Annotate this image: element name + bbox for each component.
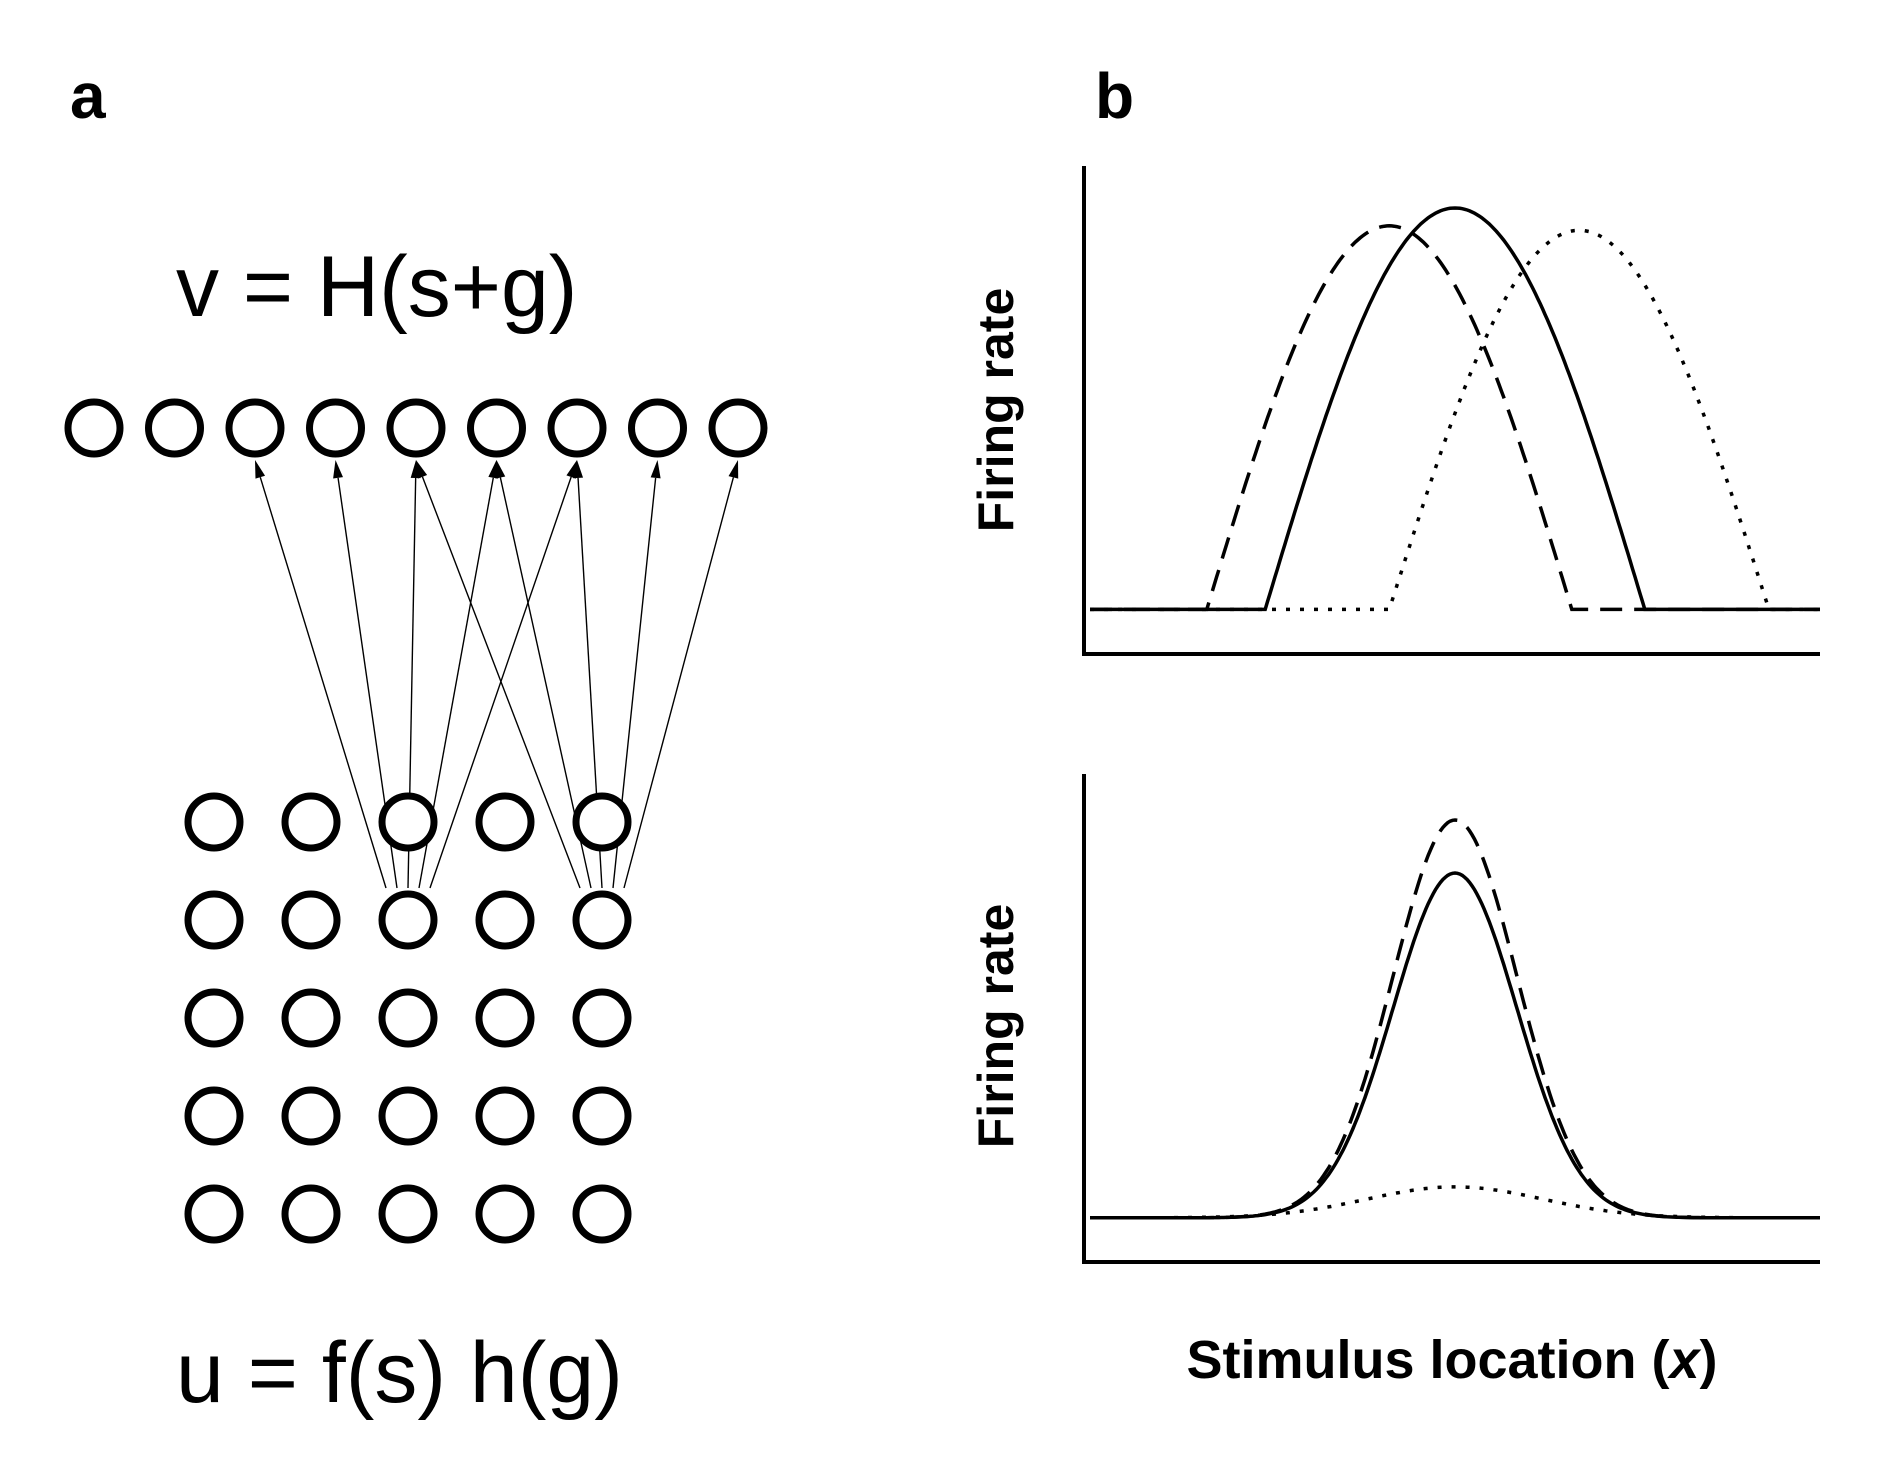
input-neuron-r0-c1 xyxy=(281,792,341,852)
output-neuron-5 xyxy=(467,398,526,458)
input-neuron-r2-c4 xyxy=(572,988,632,1048)
curve-dashed xyxy=(1090,818,1820,1220)
input-neuron-r3-c3 xyxy=(475,1086,535,1146)
output-neuron-6 xyxy=(547,398,607,458)
input-neuron-r2-c1 xyxy=(281,988,341,1048)
chart-bottom-ylabel: Firing rate xyxy=(968,904,1024,1148)
output-neuron-0 xyxy=(64,398,124,458)
curve-solid xyxy=(1090,871,1820,1220)
output-neuron-4 xyxy=(386,398,446,458)
xlabel-var: x xyxy=(1667,1330,1702,1390)
curve-dotted xyxy=(1090,228,1820,612)
output-neuron-2 xyxy=(225,398,285,458)
curve-dashed xyxy=(1090,224,1820,612)
output-layer xyxy=(64,398,768,458)
input-neuron-r1-c2 xyxy=(378,890,438,950)
input-neuron-r1-c1 xyxy=(281,890,341,950)
chart-bottom-axes xyxy=(1082,774,1820,1264)
connection-arrow xyxy=(255,460,387,889)
input-neuron-r0-c2 xyxy=(378,792,438,852)
panel-a-label: a xyxy=(70,60,106,132)
input-neuron-r2-c3 xyxy=(475,988,535,1048)
connection-arrow xyxy=(623,460,739,889)
xlabel-prefix: Stimulus location ( xyxy=(1186,1330,1669,1390)
curve-solid xyxy=(1090,206,1820,612)
chart-top-axes xyxy=(1082,166,1820,656)
output-neuron-7 xyxy=(628,398,687,458)
input-neuron-r4-c2 xyxy=(378,1184,438,1244)
input-neuron-r1-c4 xyxy=(572,890,632,950)
input-neuron-r0-c0 xyxy=(184,792,244,852)
panel-b-label: b xyxy=(1095,60,1134,132)
input-neuron-r4-c1 xyxy=(281,1184,341,1244)
input-neuron-r4-c0 xyxy=(184,1184,244,1244)
xlabel-suffix: ) xyxy=(1700,1330,1718,1390)
chart-top: Firing rate xyxy=(968,166,1820,656)
chart-bottom: Firing rate xyxy=(968,774,1820,1264)
input-neuron-r3-c1 xyxy=(281,1086,341,1146)
input-neuron-r3-c4 xyxy=(572,1086,632,1146)
bottom-equation: u = f(s) h(g) xyxy=(176,1325,623,1421)
input-neuron-r0-c4 xyxy=(572,792,632,852)
chart-top-curves xyxy=(1090,206,1820,612)
curve-dotted xyxy=(1090,1185,1820,1220)
output-neuron-8 xyxy=(708,398,768,458)
top-equation: v = H(s+g) xyxy=(176,239,577,335)
connection-arrow xyxy=(416,460,581,889)
input-neuron-r1-c3 xyxy=(475,890,535,950)
output-neuron-1 xyxy=(145,398,204,458)
chart-xlabel: Stimulus location (x) xyxy=(1186,1330,1717,1390)
output-neuron-3 xyxy=(306,398,365,458)
input-neuron-r3-c0 xyxy=(184,1086,244,1146)
chart-bottom-curves xyxy=(1090,818,1820,1220)
input-neuron-r2-c2 xyxy=(378,988,438,1048)
input-grid xyxy=(184,792,632,1244)
input-neuron-r2-c0 xyxy=(184,988,244,1048)
input-neuron-r3-c2 xyxy=(378,1086,438,1146)
input-neuron-r4-c4 xyxy=(572,1184,632,1244)
input-neuron-r0-c3 xyxy=(475,792,535,852)
input-neuron-r1-c0 xyxy=(184,890,244,950)
chart-top-ylabel: Firing rate xyxy=(968,288,1024,532)
input-neuron-r4-c3 xyxy=(475,1184,535,1244)
